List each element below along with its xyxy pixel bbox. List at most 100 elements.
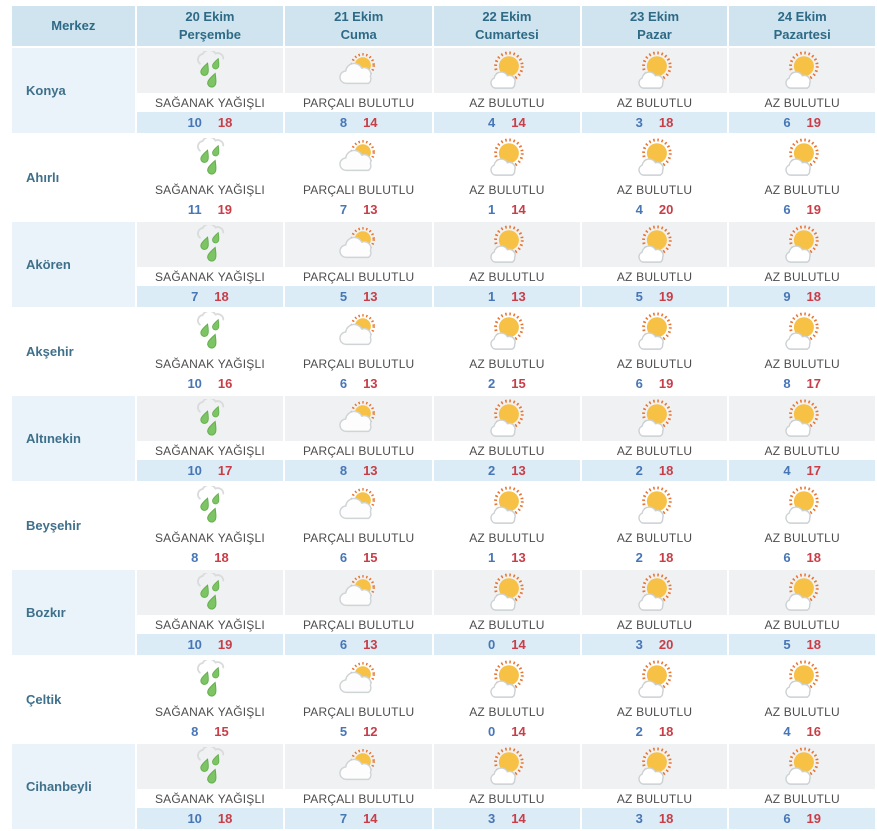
day-header-date: 22 Ekim xyxy=(482,8,532,24)
table-row: Çeltik SAĞANAK YAĞIŞLI 8 15 PARÇALI BULU… xyxy=(12,657,875,742)
weather-icon-band xyxy=(581,396,728,441)
condition-label: AZ BULUTLU xyxy=(581,702,728,721)
max-temp: 18 xyxy=(658,115,674,130)
min-temp: 3 xyxy=(635,811,643,826)
forecast-cell: AZ BULUTLU 1 14 xyxy=(434,135,580,220)
district-name: Konya xyxy=(12,48,135,133)
rain-icon xyxy=(188,746,232,787)
condition-label: SAĞANAK YAĞIŞLI xyxy=(136,180,284,199)
day-header-date: 24 Ekim xyxy=(777,8,827,24)
weather-icon-band xyxy=(136,48,284,93)
table-row: Akören SAĞANAK YAĞIŞLI 7 18 PARÇALI BULU… xyxy=(12,222,875,307)
temperature-band: 0 14 xyxy=(434,721,580,742)
max-temp: 13 xyxy=(363,637,378,652)
weather-icon-band xyxy=(434,222,580,267)
condition-label: AZ BULUTLU xyxy=(729,267,875,286)
min-temp: 6 xyxy=(339,376,348,391)
forecast-cell: AZ BULUTLU 3 20 xyxy=(581,570,728,655)
temperature-band: 1 13 xyxy=(434,286,580,307)
temperature-band: 6 18 xyxy=(729,547,875,568)
forecast-cell: AZ BULUTLU 6 18 xyxy=(729,483,875,568)
max-temp: 17 xyxy=(806,463,822,478)
temperature-band: 5 18 xyxy=(729,634,875,655)
sun-behind-cloud-icon xyxy=(336,661,382,699)
condition-label: AZ BULUTLU xyxy=(434,528,580,547)
weather-icon-band xyxy=(136,396,284,441)
temperature-band: 4 16 xyxy=(729,721,875,742)
min-temp: 2 xyxy=(488,376,496,391)
forecast-cell: PARÇALI BULUTLU 7 14 xyxy=(285,744,433,829)
condition-label: AZ BULUTLU xyxy=(434,702,580,721)
min-temp: 2 xyxy=(635,724,643,739)
condition-label: AZ BULUTLU xyxy=(581,789,728,808)
sun-small-cloud-icon xyxy=(779,224,825,265)
weather-icon-band xyxy=(285,744,433,789)
condition-label: AZ BULUTLU xyxy=(729,93,875,112)
temperature-band: 6 19 xyxy=(729,808,875,829)
sun-small-cloud-icon xyxy=(779,485,825,526)
max-temp: 18 xyxy=(217,811,233,826)
condition-label: SAĞANAK YAĞIŞLI xyxy=(136,702,284,721)
sun-small-cloud-icon xyxy=(484,224,530,265)
min-temp: 7 xyxy=(191,289,199,304)
max-temp: 18 xyxy=(806,637,822,652)
temperature-band: 10 19 xyxy=(136,634,284,655)
sun-small-cloud-icon xyxy=(484,398,530,439)
forecast-cell: AZ BULUTLU 1 13 xyxy=(434,222,580,307)
min-temp: 4 xyxy=(635,202,643,217)
table-row: Bozkır SAĞANAK YAĞIŞLI 10 19 PARÇALI BUL… xyxy=(12,570,875,655)
forecast-cell: AZ BULUTLU 5 19 xyxy=(581,222,728,307)
weather-icon-band xyxy=(434,657,580,702)
sun-small-cloud-icon xyxy=(484,311,530,352)
weather-icon-band xyxy=(434,483,580,528)
sun-small-cloud-icon xyxy=(632,137,678,178)
weather-icon-band xyxy=(729,48,875,93)
temperature-band: 6 13 xyxy=(285,634,433,655)
min-temp: 6 xyxy=(783,115,791,130)
condition-label: PARÇALI BULUTLU xyxy=(285,180,433,199)
max-temp: 19 xyxy=(217,637,233,652)
sun-behind-cloud-icon xyxy=(336,574,382,612)
condition-label: PARÇALI BULUTLU xyxy=(285,441,433,460)
min-temp: 10 xyxy=(187,637,202,652)
max-temp: 12 xyxy=(363,724,378,739)
min-temp: 6 xyxy=(783,550,791,565)
min-temp: 8 xyxy=(191,550,199,565)
temperature-band: 5 19 xyxy=(581,286,728,307)
max-temp: 13 xyxy=(363,202,378,217)
max-temp: 14 xyxy=(511,202,526,217)
table-row: Altınekin SAĞANAK YAĞIŞLI 10 17 PARÇALI … xyxy=(12,396,875,481)
forecast-cell: SAĞANAK YAĞIŞLI 10 16 xyxy=(136,309,284,394)
weather-icon-band xyxy=(136,657,284,702)
forecast-cell: AZ BULUTLU 2 18 xyxy=(581,396,728,481)
max-temp: 19 xyxy=(217,202,233,217)
district-name: Beyşehir xyxy=(12,483,135,568)
condition-label: AZ BULUTLU xyxy=(729,354,875,373)
max-temp: 13 xyxy=(363,376,378,391)
forecast-cell: SAĞANAK YAĞIŞLI 10 17 xyxy=(136,396,284,481)
weather-icon-band xyxy=(581,483,728,528)
weather-icon-band xyxy=(136,744,284,789)
district-name: Cihanbeyli xyxy=(12,744,135,829)
condition-label: SAĞANAK YAĞIŞLI xyxy=(136,354,284,373)
max-temp: 16 xyxy=(806,724,822,739)
min-temp: 8 xyxy=(191,724,199,739)
forecast-cell: AZ BULUTLU 4 20 xyxy=(581,135,728,220)
rain-icon xyxy=(188,398,232,439)
forecast-cell: AZ BULUTLU 4 14 xyxy=(434,48,580,133)
condition-label: PARÇALI BULUTLU xyxy=(285,702,433,721)
max-temp: 14 xyxy=(363,115,378,130)
condition-label: AZ BULUTLU xyxy=(729,789,875,808)
forecast-cell: PARÇALI BULUTLU 6 13 xyxy=(285,570,433,655)
temperature-band: 6 19 xyxy=(729,199,875,220)
sun-small-cloud-icon xyxy=(484,572,530,613)
day-header-saturday: 22 Ekim Cumartesi xyxy=(434,6,580,46)
temperature-band: 4 17 xyxy=(729,460,875,481)
sun-small-cloud-icon xyxy=(632,224,678,265)
temperature-band: 2 13 xyxy=(434,460,580,481)
forecast-cell: SAĞANAK YAĞIŞLI 8 15 xyxy=(136,657,284,742)
weather-icon-band xyxy=(285,396,433,441)
max-temp: 18 xyxy=(658,463,674,478)
min-temp: 5 xyxy=(635,289,643,304)
temperature-band: 7 13 xyxy=(285,199,433,220)
